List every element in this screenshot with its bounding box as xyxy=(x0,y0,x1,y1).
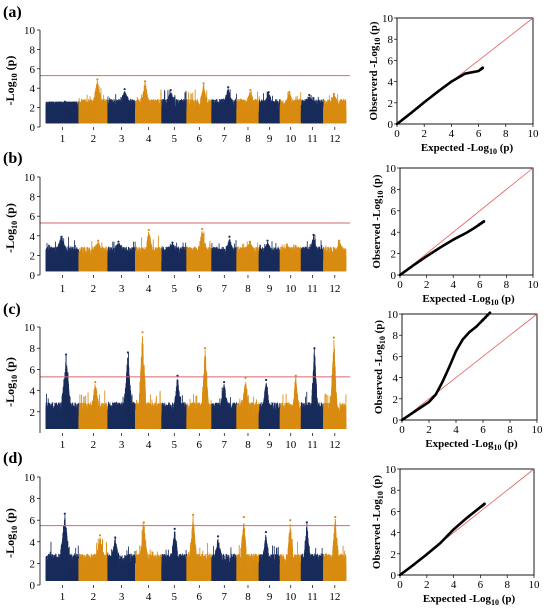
snp-peak-point xyxy=(202,82,205,85)
chromosome-label: 4 xyxy=(146,133,152,145)
qq-tail-point xyxy=(481,66,485,70)
y-tick-label: 6 xyxy=(30,64,36,76)
qq-frame xyxy=(396,17,534,125)
qq-y-tick-label: 8 xyxy=(388,34,394,46)
chromosome-label: 1 xyxy=(60,133,66,145)
snp-peak-point xyxy=(169,89,172,92)
qq-y-tick-label: 0 xyxy=(388,119,394,131)
chromosome-label: 5 xyxy=(172,133,178,145)
snp-peak-point xyxy=(96,78,99,81)
chromosome-label: 1 xyxy=(60,283,66,295)
qq-y-axis-label: Observerd -Log10 (p) xyxy=(368,21,382,120)
qq-x-tick-label: 8 xyxy=(503,128,509,140)
qq-x-axis-label: Expected -Log10 (p) xyxy=(421,142,514,156)
snp-peak-point xyxy=(267,90,270,94)
qq-y-tick-label: 6 xyxy=(388,55,394,67)
chromosome-label: 3 xyxy=(119,133,125,145)
snp-peak-point xyxy=(249,89,252,92)
qq-points xyxy=(395,66,484,126)
chromosome-label: 11 xyxy=(307,133,318,145)
y-axis-label: -Log10 (p) xyxy=(3,56,19,106)
chromosome-label: 7 xyxy=(222,133,228,145)
snp-peak-point xyxy=(288,90,291,94)
panel-label: (a) xyxy=(3,4,22,21)
chromosome-label: 2 xyxy=(91,133,97,145)
chromosome-label: 10 xyxy=(285,133,297,145)
snp-peak-point xyxy=(63,100,67,103)
snp-peak-point xyxy=(60,235,63,238)
qq-y-tick-label: 2 xyxy=(388,98,394,110)
qq-x-tick-label: 10 xyxy=(528,128,540,140)
snp-peak-point xyxy=(227,86,230,89)
snp-peak-point xyxy=(332,92,336,96)
chromosome-label: 8 xyxy=(245,133,251,145)
qq-x-tick-label: 2 xyxy=(421,128,427,140)
y-tick-label: 10 xyxy=(24,25,36,37)
qq-y-tick-label: 4 xyxy=(388,77,394,89)
qq-panel-0: 00 2 2 4 4 6 6 8 8 10 10 Expected -Log10 (p) Observe… xyxy=(368,13,539,156)
chromosome-label: 6 xyxy=(197,133,203,145)
qq-x-tick-label: 4 xyxy=(449,128,455,140)
snp-peak-point xyxy=(143,80,147,83)
y-tick-label: 4 xyxy=(30,83,36,95)
y-tick-label: 2 xyxy=(30,103,36,115)
snp-peak-point xyxy=(123,88,126,91)
qq-y-tick-label: 10 xyxy=(382,13,394,25)
chromosome-label: 9 xyxy=(267,133,273,145)
y-tick-label: 8 xyxy=(30,44,36,56)
chromosome-label: 12 xyxy=(329,133,340,145)
qq-x-tick-label: 6 xyxy=(476,128,482,140)
y-tick-label: 0 xyxy=(30,122,36,134)
qq-x-tick-label: 0 xyxy=(394,128,400,140)
snp-peak-point xyxy=(308,93,311,97)
